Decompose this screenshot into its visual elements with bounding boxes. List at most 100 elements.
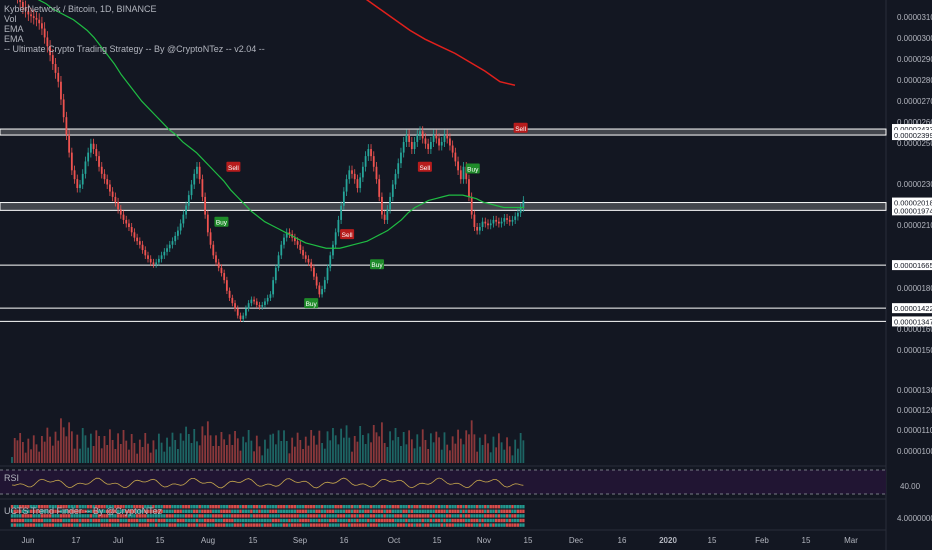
trend-cell — [65, 509, 68, 513]
trend-cell — [372, 509, 375, 513]
volume-bar — [198, 445, 201, 463]
trend-cell — [282, 518, 286, 523]
trend-cell — [429, 505, 433, 509]
x-tick-label: 15 — [433, 536, 442, 545]
trend-cell — [84, 509, 87, 513]
trend-cell — [405, 518, 408, 523]
trend-cell — [448, 514, 452, 518]
candle-body — [304, 255, 307, 259]
trend-cell — [274, 523, 278, 527]
trend-cell — [383, 509, 386, 513]
candle-body — [351, 170, 353, 174]
trend-cell — [157, 518, 161, 523]
trend-cell — [106, 514, 109, 518]
trend-cell — [27, 518, 30, 523]
trend-cell — [394, 523, 397, 527]
candle-body — [255, 301, 258, 305]
trend-cell — [481, 514, 484, 518]
trend-cell — [62, 518, 65, 523]
candle-body — [84, 161, 87, 174]
candle-body — [141, 244, 144, 251]
legend-vol[interactable]: Vol — [4, 14, 17, 24]
trend-cell — [348, 514, 351, 518]
candle-body — [506, 218, 508, 220]
candle-body — [315, 276, 318, 286]
trend-cell — [225, 523, 229, 527]
trend-cell — [399, 514, 403, 518]
trend-cell — [65, 523, 68, 527]
trend-cell — [21, 523, 25, 527]
trend-cell — [345, 509, 348, 513]
trend-cell — [67, 509, 71, 513]
trend-cell — [214, 509, 218, 513]
trend-cell — [448, 505, 452, 509]
trend-cell — [459, 505, 462, 509]
trend-cell — [475, 518, 479, 523]
trend-cell — [95, 523, 98, 527]
legend-strategy[interactable]: -- Ultimate Crypto Trading Strategy -- B… — [4, 44, 265, 54]
trend-cell — [446, 514, 449, 518]
trend-cell — [473, 514, 476, 518]
chart-title[interactable]: KyberNetwork / Bitcoin, 1D, BINANCE — [4, 4, 157, 14]
candle-body — [332, 244, 334, 256]
trend-cell — [315, 518, 318, 523]
trend-cell — [209, 505, 212, 509]
signal-label: Sell — [419, 165, 430, 172]
trend-cell — [84, 523, 87, 527]
trend-cell — [233, 509, 237, 513]
volume-bar — [185, 426, 187, 463]
trend-cell — [239, 514, 242, 518]
trend-cell — [356, 509, 359, 513]
trend-cell — [454, 505, 457, 509]
volume-bar — [133, 443, 136, 463]
trend-cell — [478, 518, 482, 523]
trend-cell — [111, 523, 114, 527]
trend-cell — [116, 509, 120, 513]
candle-body — [168, 244, 171, 249]
trend-cell — [350, 509, 354, 513]
candle-body — [19, 0, 22, 2]
trend-cell — [138, 518, 142, 523]
trend-cell — [429, 509, 433, 513]
rsi-label[interactable]: RSI — [4, 473, 20, 483]
candle-body — [277, 255, 280, 268]
trend-cell — [323, 505, 326, 509]
candle-body — [242, 315, 245, 320]
volume-bar — [234, 431, 236, 463]
trend-cell — [391, 514, 394, 518]
volume-bar — [253, 451, 255, 463]
candle-body — [408, 134, 411, 142]
y-tick-label: 0.00002800 — [897, 76, 932, 85]
trend-cell — [43, 518, 46, 523]
trend-cell — [182, 523, 185, 527]
trend-cell — [119, 514, 122, 518]
trend-cell — [478, 509, 482, 513]
trend-cell — [220, 523, 223, 527]
volume-bar — [478, 437, 481, 463]
trend-label[interactable]: UCTS Trend Finder -- By @CryptoNTez — [4, 506, 163, 516]
volume-bar — [79, 448, 81, 463]
trend-cell — [127, 505, 131, 509]
volume-bar — [487, 443, 489, 463]
candle-body — [239, 315, 242, 320]
trend-cell — [310, 523, 313, 527]
volume-bar — [32, 435, 35, 463]
trend-cell — [217, 523, 220, 527]
candle-body — [21, 2, 24, 8]
trend-cell — [375, 514, 378, 518]
candle-body — [236, 308, 239, 316]
legend-ema-2[interactable]: EMA — [4, 34, 24, 44]
trend-cell — [195, 518, 199, 523]
candle-body — [27, 10, 30, 15]
candle-body — [383, 214, 386, 220]
trend-cell — [86, 518, 90, 523]
trend-cell — [337, 523, 340, 527]
x-tick-label: Jun — [22, 536, 35, 545]
trend-cell — [413, 509, 416, 513]
legend-ema-1[interactable]: EMA — [4, 24, 24, 34]
trend-cell — [331, 514, 335, 518]
volume-bar — [190, 443, 193, 463]
trend-cell — [70, 505, 74, 509]
volume-bar — [321, 443, 323, 463]
